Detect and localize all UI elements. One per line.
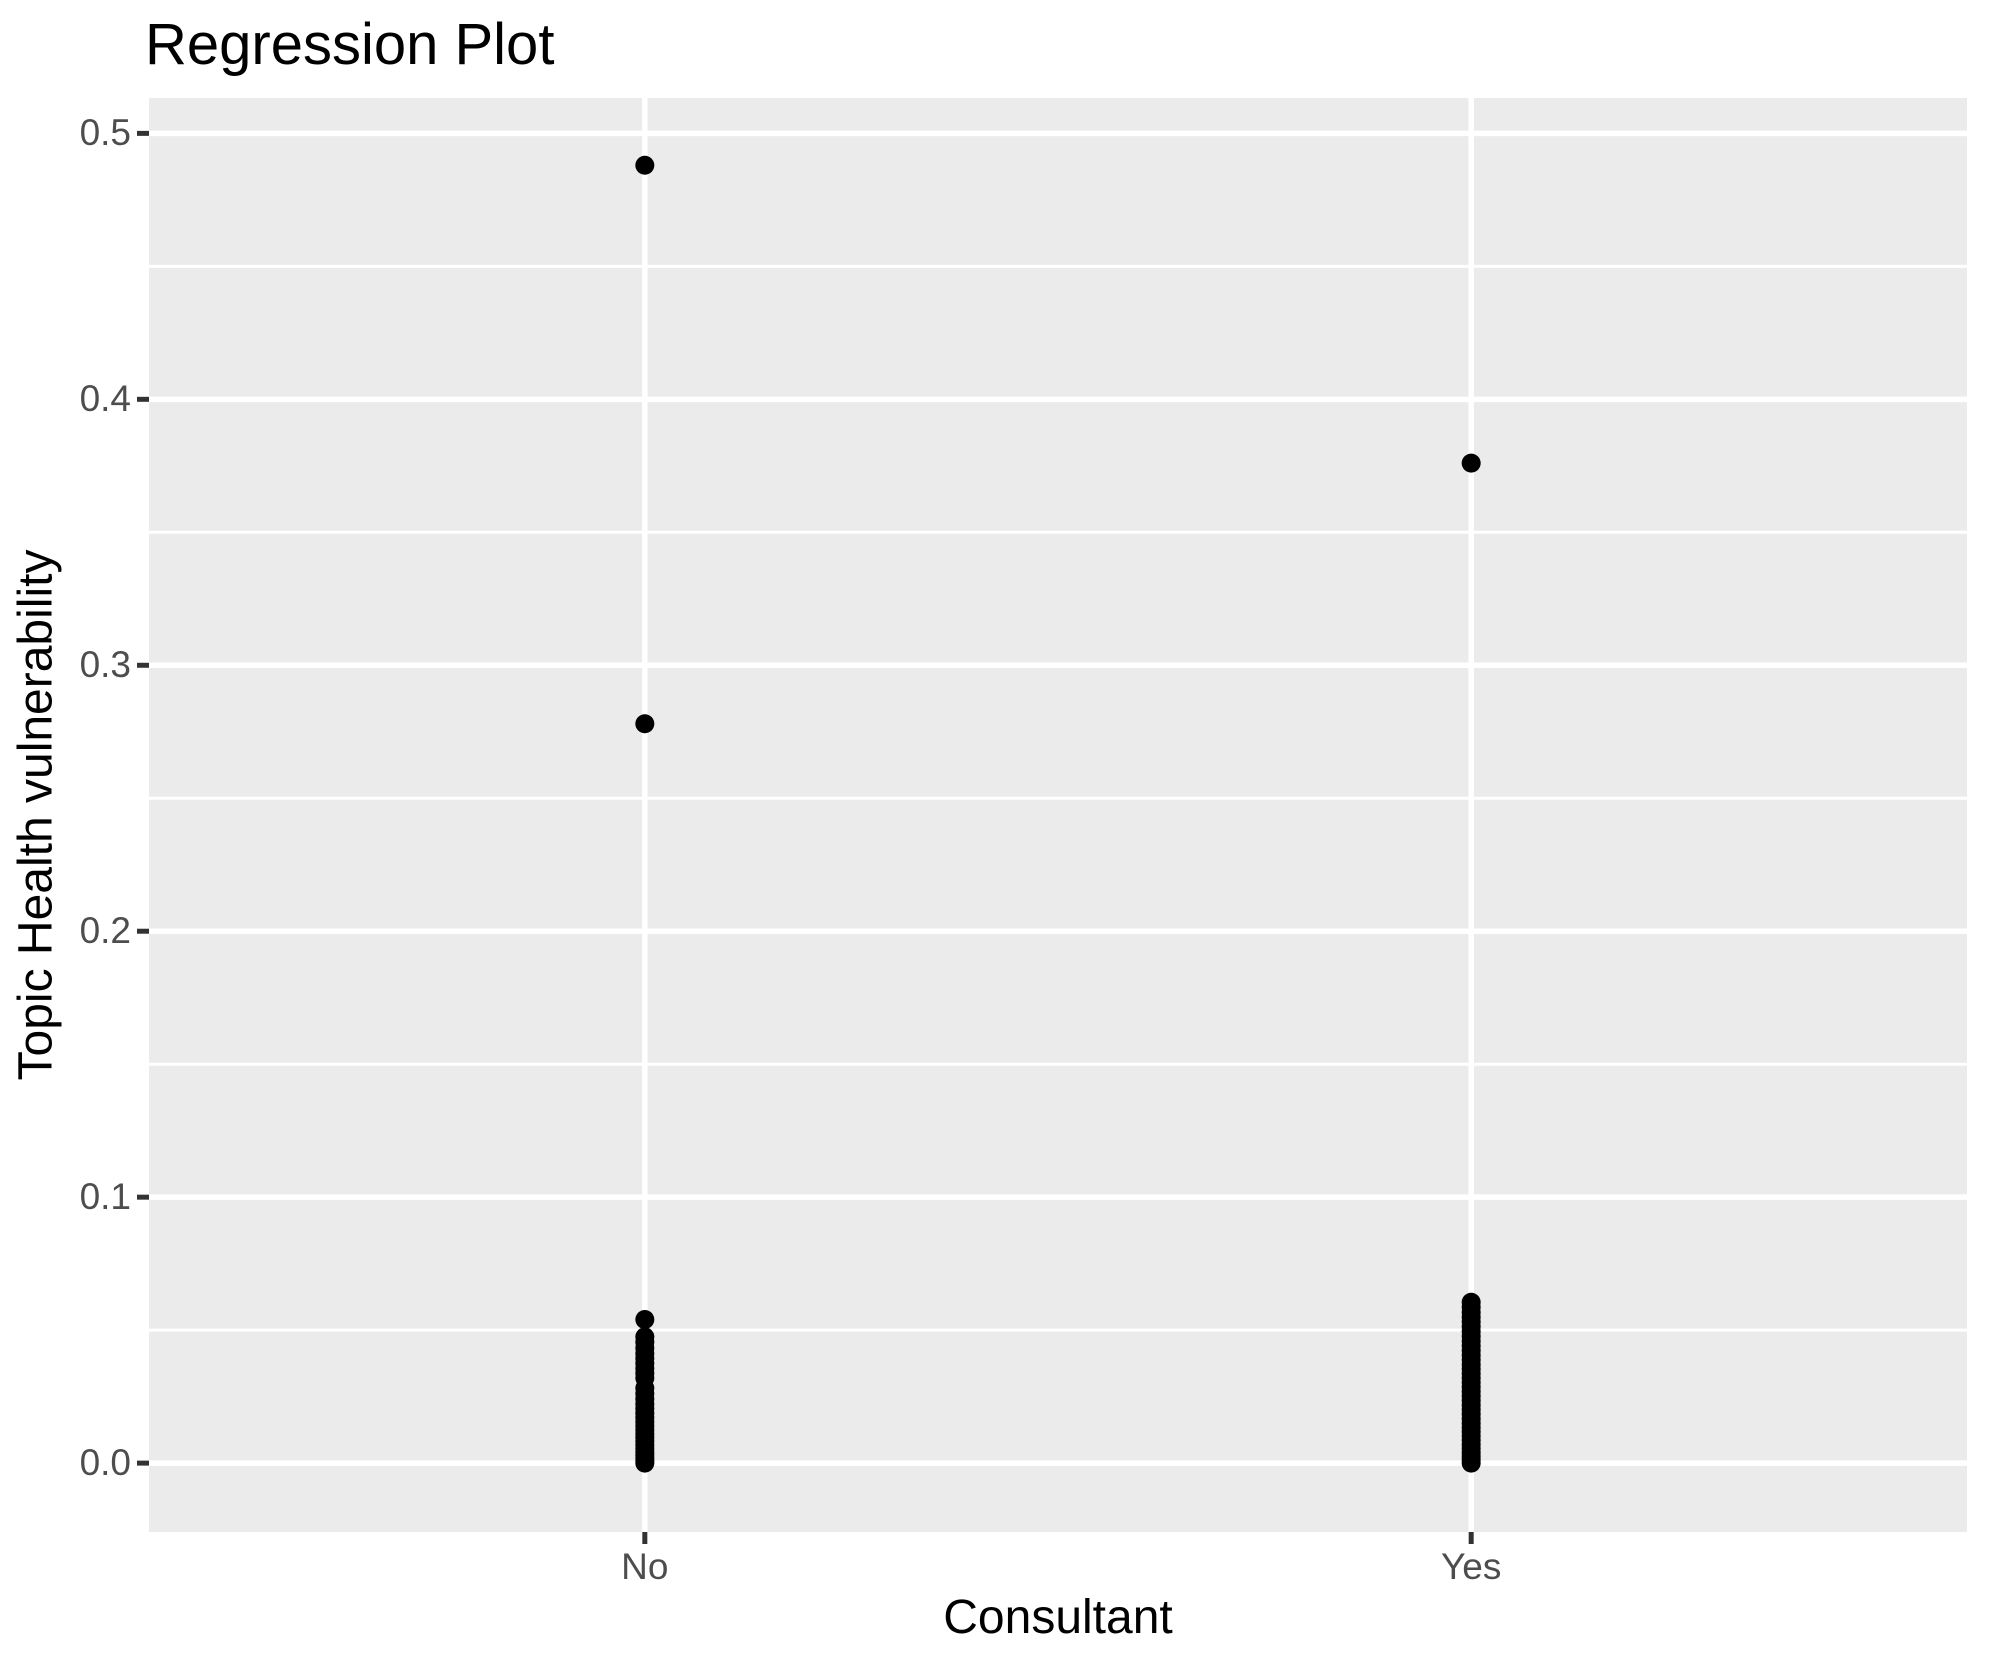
plot-panel — [149, 98, 1967, 1532]
x-axis-title: Consultant — [943, 1591, 1173, 1644]
y-axis-title: Topic Health vulnerability — [9, 549, 63, 1081]
scatter-point — [635, 714, 655, 734]
y-tick-label: 0.2 — [79, 910, 131, 952]
scatter-point — [635, 1453, 655, 1473]
scatter-point — [1461, 1453, 1481, 1473]
plot-title: Regression Plot — [145, 12, 555, 77]
scatter-point — [635, 155, 655, 175]
y-tick-label: 0.0 — [79, 1442, 131, 1484]
scatter-point — [635, 1310, 655, 1330]
y-tick-label: 0.5 — [79, 112, 131, 154]
y-tick-label: 0.4 — [79, 378, 131, 420]
y-tick-label: 0.3 — [79, 644, 131, 686]
y-tick-label: 0.1 — [79, 1176, 131, 1218]
scatter-point — [1461, 453, 1481, 473]
x-tick-label: No — [621, 1546, 669, 1587]
x-tick-label: Yes — [1440, 1546, 1502, 1587]
